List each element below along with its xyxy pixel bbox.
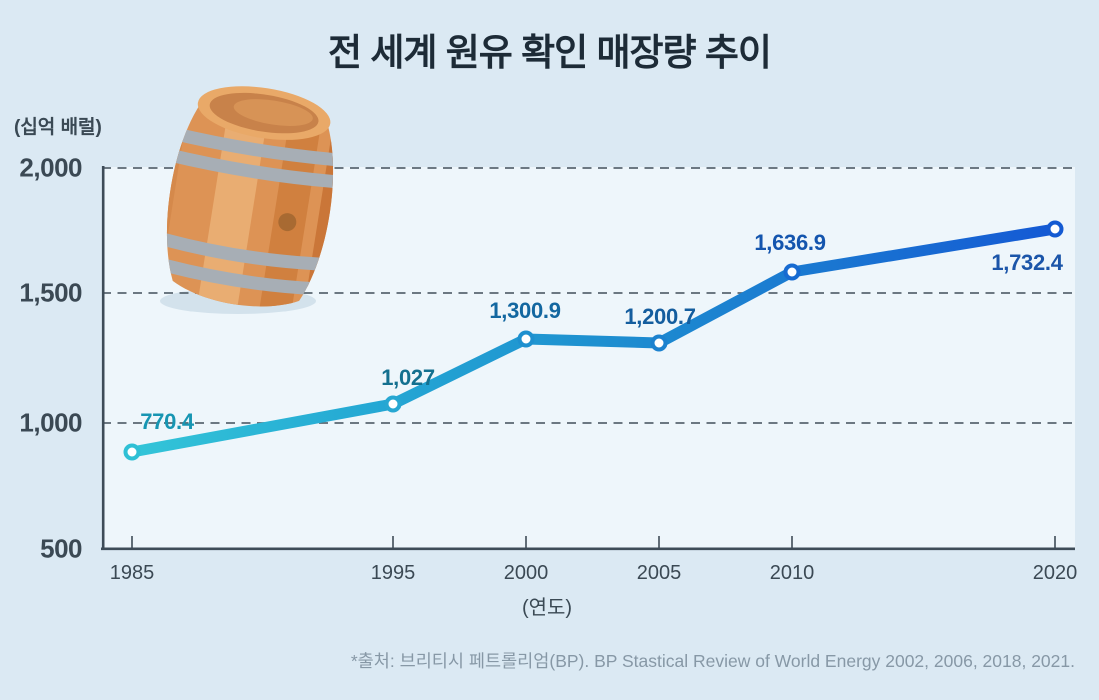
data-label-2010: 1,636.9 bbox=[754, 230, 826, 255]
chart-title: 전 세계 원유 확인 매장량 추이 bbox=[328, 32, 772, 73]
line-layer bbox=[123, 220, 1064, 461]
data-point-1995 bbox=[384, 395, 402, 413]
x-tick-label-2010: 2010 bbox=[769, 562, 815, 584]
data-point-1985 bbox=[123, 443, 141, 461]
data-point-2020 bbox=[1046, 220, 1064, 238]
barrel-bung-hole bbox=[278, 213, 297, 232]
data-point-2005 bbox=[650, 334, 668, 352]
y-tick-label-2000: 2,000 bbox=[19, 152, 82, 183]
data-point-2000 bbox=[517, 330, 535, 348]
y-tick-label-1000: 1,000 bbox=[19, 407, 82, 438]
y-axis-unit-label: (십억 배럴) bbox=[14, 117, 102, 138]
x-tick-label-2020: 2020 bbox=[1032, 562, 1078, 584]
x-tick-label-2000: 2000 bbox=[503, 562, 549, 584]
data-label-2000: 1,300.9 bbox=[489, 298, 561, 323]
reserves-trend-line bbox=[126, 223, 1061, 458]
source-citation: *출처: 브리티시 페트롤리엄(BP). BP Stastical Review… bbox=[350, 651, 1075, 671]
data-label-1985: 770.4 bbox=[140, 409, 194, 434]
grid-layer bbox=[101, 166, 1075, 551]
data-point-2010 bbox=[783, 263, 801, 281]
x-tick-label-1995: 1995 bbox=[370, 562, 416, 584]
y-tick-label-1500: 1,500 bbox=[19, 277, 82, 308]
y-tick-label-500: 500 bbox=[40, 533, 82, 564]
barrel-top-highlight bbox=[233, 99, 313, 126]
data-label-2020: 1,732.4 bbox=[991, 250, 1063, 275]
x-tick-label-2005: 2005 bbox=[636, 562, 682, 584]
data-label-2005: 1,200.7 bbox=[624, 304, 696, 329]
x-axis-unit-label: (연도) bbox=[521, 597, 573, 619]
x-tick-label-1985: 1985 bbox=[109, 562, 155, 584]
data-label-1995: 1,027 bbox=[381, 365, 435, 390]
